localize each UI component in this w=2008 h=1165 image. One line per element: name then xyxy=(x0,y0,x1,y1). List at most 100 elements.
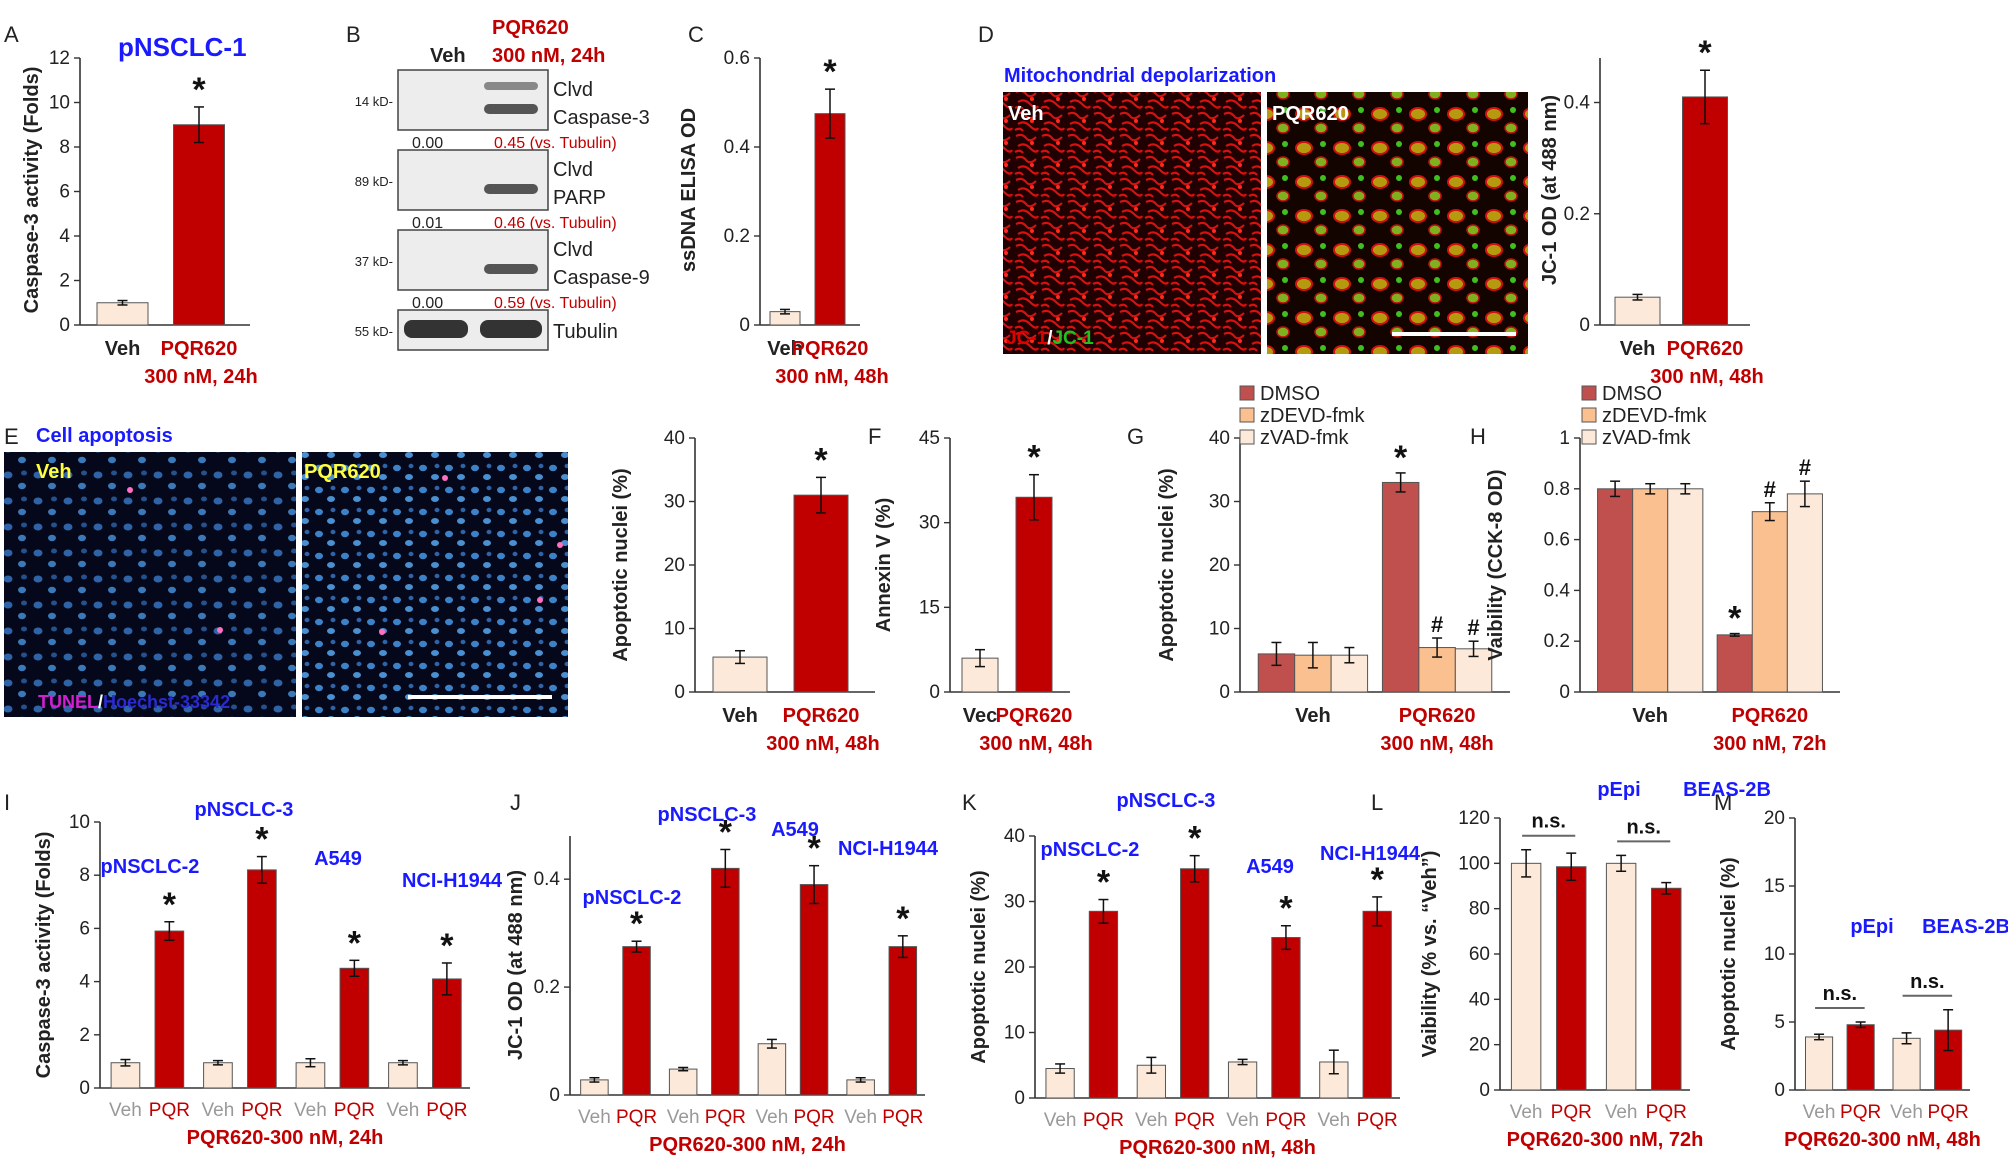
significance-star: * xyxy=(255,821,269,859)
panel-letter-f: F xyxy=(868,424,881,449)
y-axis-label: Vaibility (CCK-8 OD) xyxy=(1485,469,1507,660)
image-label-treatment: PQR620 xyxy=(304,461,381,483)
chart-e: 0 10 20 30 40 Apoptotic nuclei (%) * Veh PQR620 3… xyxy=(610,428,880,755)
x-label-veh: Veh xyxy=(387,1100,420,1121)
x-label-dose: 300 nM, 48h xyxy=(979,733,1092,755)
tunel-positive-nucleus xyxy=(537,597,543,603)
band-label: Clvd xyxy=(553,239,593,261)
bar-veh xyxy=(1805,1036,1834,1091)
bar-veh xyxy=(1510,862,1542,1091)
y-tick-label: 40 xyxy=(1209,428,1230,449)
cell-line-label: pNSCLC-2 xyxy=(101,856,200,878)
cell-line-label: NCI-H1944 xyxy=(838,838,939,860)
significance-hash: # xyxy=(1467,615,1479,640)
y-tick-label: 4 xyxy=(59,226,70,247)
y-tick-label: 0 xyxy=(929,682,940,703)
legend-swatch xyxy=(1581,407,1597,423)
y-axis-label: ssDNA ELISA OD xyxy=(678,108,700,272)
x-label-pqr: PQR xyxy=(1083,1110,1124,1131)
band-veh xyxy=(404,320,468,338)
significance-star: * xyxy=(1698,34,1712,72)
significance-hash: # xyxy=(1764,477,1776,502)
significance-star: * xyxy=(1371,861,1385,899)
image-panel-e: Cell apoptosis Veh PQR620 TUNEL/Hoechst-333… xyxy=(4,425,568,717)
kd-marker: 55 kD- xyxy=(355,324,393,339)
y-tick-label: 10 xyxy=(1209,619,1230,640)
y-tick-label: 30 xyxy=(1004,892,1025,913)
y-tick-label: 10 xyxy=(1764,944,1785,965)
band-pqr xyxy=(484,184,538,194)
band-label: Tubulin xyxy=(553,321,618,343)
y-tick-label: 30 xyxy=(664,492,685,513)
significance-star: * xyxy=(1728,600,1742,638)
x-label-veh: Veh xyxy=(1226,1110,1259,1131)
cell-line-label: NCI-H1944 xyxy=(402,870,503,892)
x-label-veh: Veh xyxy=(844,1107,877,1128)
panel-letter-b: B xyxy=(346,22,361,47)
blot-membrane xyxy=(397,69,549,131)
y-tick-label: 20 xyxy=(1209,555,1230,576)
image-label-treatment: PQR620 xyxy=(1272,103,1349,125)
bar-zvad-fmk xyxy=(1667,488,1704,693)
band-pqr-upper xyxy=(484,82,538,90)
x-label-pqr: PQR xyxy=(1840,1102,1881,1123)
bar-pqr xyxy=(1180,868,1210,1099)
cell-line-label: A549 xyxy=(314,848,362,870)
y-axis-label: Caspase-3 activity (Folds) xyxy=(33,832,55,1079)
significance-star: * xyxy=(1097,864,1111,902)
significance-star: * xyxy=(814,441,828,479)
x-label-treatment: PQR620 xyxy=(783,705,860,727)
x-label-veh: Veh xyxy=(1135,1110,1168,1131)
x-label-pqr: PQR xyxy=(334,1100,375,1121)
x-label-control: Veh xyxy=(105,338,141,360)
micrograph-treatment xyxy=(299,452,568,717)
stain-legend: TUNEL/Hoechst-33342 xyxy=(38,692,230,712)
y-tick-label: 120 xyxy=(1458,808,1490,829)
legend-swatch xyxy=(1581,429,1597,445)
bar-veh xyxy=(668,1068,698,1096)
kd-marker: 14 kD- xyxy=(355,94,393,109)
y-tick-label: 2 xyxy=(79,1025,90,1046)
panel-letter-i: I xyxy=(4,790,10,815)
bar-zdevd-fmk xyxy=(1632,488,1669,693)
image-label-veh: Veh xyxy=(36,461,72,483)
panel-letter-a: A xyxy=(4,22,19,47)
y-tick-label: 15 xyxy=(919,597,940,618)
y-tick-label: 20 xyxy=(1764,808,1785,829)
bar-dmso xyxy=(1381,481,1420,693)
bar-pqr xyxy=(814,113,846,326)
x-group-label: PQR620 xyxy=(1399,705,1476,727)
panel-letter-d: D xyxy=(978,22,994,47)
x-label-pqr: PQR xyxy=(1646,1102,1687,1123)
x-label-pqr: PQR xyxy=(1357,1110,1398,1131)
cell-line-label: A549 xyxy=(771,819,819,841)
y-tick-label: 0 xyxy=(739,315,750,336)
significance-hash: # xyxy=(1431,612,1443,637)
legend-label: DMSO xyxy=(1602,383,1662,405)
panel-letter-h: H xyxy=(1470,424,1486,449)
blot-header-treatment: PQR620 xyxy=(492,17,569,39)
bar-zvad-fmk xyxy=(1786,493,1823,693)
x-label-pqr: PQR xyxy=(426,1100,467,1121)
y-tick-label: 0 xyxy=(79,1078,90,1099)
x-label-veh: Veh xyxy=(202,1100,235,1121)
micrograph-control xyxy=(4,452,299,717)
y-tick-label: 2 xyxy=(59,271,70,292)
significance-star: * xyxy=(807,830,821,868)
y-tick-label: 12 xyxy=(49,48,70,69)
x-label-pqr: PQR xyxy=(1174,1110,1215,1131)
significance-star: * xyxy=(896,900,910,938)
chart-l: 0 20 40 60 80 100 120 Vaibility (% vs. “Veh”) Ve… xyxy=(1419,779,1771,1151)
bar-pqr xyxy=(622,946,651,1096)
bar-veh xyxy=(110,1062,141,1089)
legend-label: zVAD-fmk xyxy=(1602,427,1692,449)
x-label-pqr: PQR xyxy=(149,1100,190,1121)
significance-star: * xyxy=(440,927,454,965)
y-tick-label: 0.2 xyxy=(724,226,750,247)
chart-h: 0 0.2 0.4 0.6 0.8 1 Vaibility (CCK-8 OD) Veh * # #… xyxy=(1485,383,1840,755)
x-group-label: Veh xyxy=(1632,705,1668,727)
x-label-treatment: PQR620 xyxy=(161,338,238,360)
